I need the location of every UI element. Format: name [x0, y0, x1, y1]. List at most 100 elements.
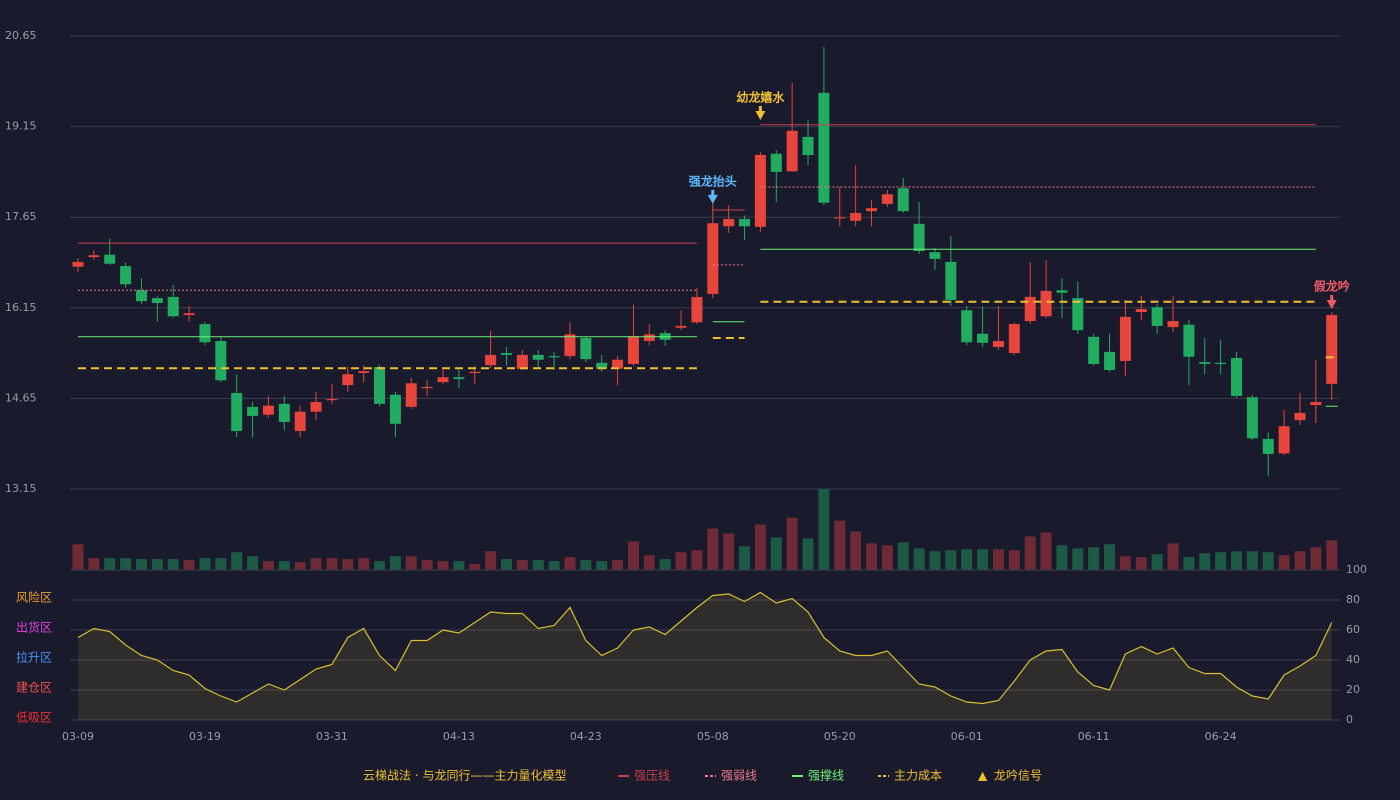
candle-body [1310, 402, 1322, 406]
volume-bar [723, 533, 735, 570]
candle-body [881, 194, 893, 204]
volume-bar [1262, 552, 1274, 570]
y-tick-label: 60 [1346, 623, 1360, 636]
candle-body [1119, 316, 1131, 361]
volume-bar [1310, 547, 1322, 570]
volume-bar [1278, 555, 1290, 570]
candle-body [1024, 296, 1036, 322]
y-tick-label: 16.15 [5, 301, 37, 314]
candle-body [88, 255, 100, 258]
x-tick-label: 03-19 [189, 730, 221, 743]
candle-body [866, 208, 877, 212]
volume-bar [500, 559, 512, 570]
volume-bar [1294, 551, 1306, 570]
volume-bar [485, 551, 497, 570]
volume-bar [945, 550, 957, 570]
volume-bar [453, 561, 465, 570]
candle-body [1104, 351, 1116, 371]
volume-bar [1135, 557, 1147, 570]
candle-body [262, 405, 274, 415]
volume-bar [1231, 551, 1243, 570]
volume-bar [1008, 550, 1020, 570]
volume-bar [469, 564, 481, 570]
candle-body [120, 266, 132, 285]
volume-bar [1088, 547, 1100, 570]
volume-bar [691, 550, 703, 570]
candle-body [437, 377, 449, 383]
volume-bar [929, 551, 941, 570]
x-tick-label: 04-13 [443, 730, 475, 743]
candle-body [723, 219, 735, 227]
volume-bar [754, 524, 766, 570]
candle-body [992, 341, 1004, 348]
volume-bar [294, 562, 306, 570]
candle-body [1326, 315, 1338, 384]
candle-body [389, 394, 401, 424]
y-tick-label: 20.65 [5, 29, 37, 42]
candle-body [596, 362, 608, 369]
volume-bar [120, 558, 132, 570]
volume-bar [88, 558, 100, 570]
legend-label: 强弱线 [721, 769, 757, 783]
candle-body [421, 386, 433, 389]
legend-label: 强压线 [634, 769, 670, 783]
volume-bar [1040, 532, 1052, 570]
candle-body [707, 223, 719, 294]
candle-body [945, 261, 957, 300]
candle-body [183, 313, 195, 316]
volume-bar [675, 552, 687, 570]
candle-body [834, 217, 846, 219]
volume-bar [739, 546, 751, 570]
candle-body [167, 296, 179, 317]
volume-bar [374, 561, 386, 570]
candle-body [104, 254, 116, 264]
volume-bar [643, 555, 655, 570]
volume-bar [897, 542, 909, 570]
volume-bar [1024, 536, 1036, 570]
volume-bar [389, 556, 401, 570]
candle-body [469, 371, 481, 374]
volume-bar [516, 560, 528, 570]
volume-bar [1119, 556, 1131, 570]
candle-body [691, 296, 703, 323]
volume-bar [72, 544, 84, 570]
zone-label: 低吸区 [16, 711, 52, 725]
candle-body [675, 325, 687, 328]
legend-title: 云梯战法 · 与龙同行——主力量化模型 [363, 769, 566, 783]
x-tick-label: 06-01 [951, 730, 983, 743]
candle-body [1056, 290, 1068, 293]
candle-body [516, 354, 528, 369]
volume-bar [151, 559, 163, 570]
candle-body [278, 403, 290, 422]
volume-bar [167, 559, 179, 570]
candle-body [294, 411, 306, 432]
y-tick-label: 17.65 [5, 210, 37, 223]
candle-body [1262, 438, 1274, 454]
volume-bar [326, 558, 338, 570]
volume-bar [1199, 553, 1211, 570]
y-tick-label: 100 [1346, 563, 1367, 576]
volume-bar [881, 545, 893, 570]
x-tick-label: 06-11 [1078, 730, 1110, 743]
volume-bar [770, 537, 782, 570]
volume-bar [104, 558, 116, 570]
candle-body [580, 338, 592, 360]
oscillator-line [77, 591, 1333, 705]
y-tick-label: 19.15 [5, 120, 37, 133]
volume-bar [1151, 554, 1163, 570]
candle-body [802, 136, 814, 155]
volume-bar [231, 552, 243, 570]
volume-bar [548, 561, 560, 570]
candle-body [961, 310, 973, 343]
candle-body [770, 153, 782, 172]
candle-body [786, 130, 798, 172]
volume-bar [247, 556, 259, 570]
volume-bar [596, 561, 608, 570]
candle-body [310, 402, 322, 412]
x-tick-label: 05-08 [697, 730, 729, 743]
candle-body [1088, 336, 1100, 364]
volume-bar [199, 558, 211, 570]
volume-bar [834, 520, 846, 570]
legend-label: 龙吟信号 [994, 768, 1042, 783]
